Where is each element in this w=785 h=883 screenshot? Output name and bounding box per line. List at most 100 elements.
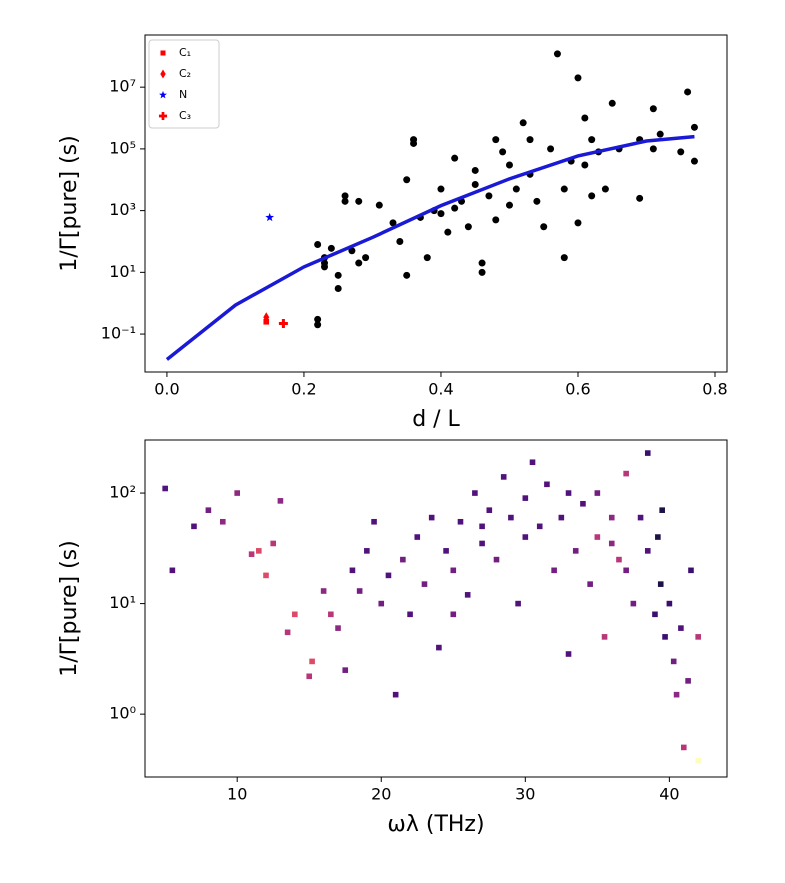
point: [479, 523, 485, 530]
point: [690, 123, 698, 131]
point: [472, 490, 478, 496]
point: [695, 757, 701, 764]
point: [327, 244, 335, 252]
point: [342, 667, 349, 673]
point: [464, 592, 471, 598]
y-axis-label: 1/Γ[pure] (s): [57, 540, 82, 676]
point: [191, 523, 197, 530]
point: [309, 658, 315, 665]
point: [644, 450, 651, 456]
point: [478, 259, 486, 267]
point: [493, 556, 500, 563]
point: [655, 534, 661, 540]
point: [551, 567, 557, 574]
point: [662, 634, 668, 640]
legend-label: C₂: [179, 67, 191, 80]
x-tick-label: 10: [227, 785, 247, 804]
point: [656, 130, 664, 138]
point: [553, 50, 561, 58]
point: [574, 74, 582, 82]
point: [364, 548, 370, 554]
point: [616, 556, 622, 563]
point: [677, 148, 685, 156]
point: [560, 254, 568, 262]
axes-frame: [144, 439, 728, 778]
point: [396, 237, 404, 245]
point: [479, 540, 485, 547]
point: [680, 744, 687, 751]
point: [341, 197, 349, 205]
point: [320, 588, 327, 594]
point: [522, 495, 529, 501]
point: [234, 490, 240, 496]
fit-line: [165, 134, 695, 361]
point: [471, 181, 479, 189]
x-tick-label: 20: [371, 785, 391, 804]
point: [601, 185, 609, 193]
point: [314, 315, 322, 323]
point: [392, 691, 399, 698]
point: [478, 268, 486, 276]
y-tick-label: 10⁰: [109, 704, 136, 723]
plot-area: [162, 450, 701, 764]
point: [263, 572, 269, 579]
point: [649, 145, 657, 153]
y-tick-label: 10¹: [109, 593, 136, 612]
point: [162, 485, 168, 492]
point: [410, 139, 418, 147]
point: [355, 259, 363, 267]
point: [414, 534, 421, 540]
point: [560, 185, 568, 193]
point: [695, 634, 701, 640]
x-tick-label: 0.6: [565, 380, 590, 399]
point: [437, 210, 445, 218]
point: [219, 518, 226, 525]
y-tick-label: 10⁷: [109, 77, 136, 96]
point: [492, 216, 500, 224]
point: [540, 223, 548, 231]
point: [581, 161, 589, 169]
y-tick-label: 10⁵: [109, 138, 136, 157]
y-tick-label: 10⁻¹: [101, 324, 136, 343]
legend-marker: [158, 111, 168, 121]
point: [574, 219, 582, 227]
point: [486, 507, 493, 513]
point: [644, 548, 651, 554]
point: [265, 212, 275, 222]
y-tick-label: 10²: [109, 483, 136, 502]
point: [594, 534, 601, 540]
point: [277, 498, 284, 504]
point: [685, 678, 691, 684]
point: [334, 271, 342, 279]
point: [334, 284, 342, 292]
x-tick-label: 40: [659, 785, 679, 804]
point: [499, 148, 507, 156]
point: [328, 611, 334, 618]
point: [630, 600, 637, 607]
point: [652, 611, 658, 618]
point: [637, 514, 644, 521]
point: [594, 490, 601, 496]
point: [519, 119, 527, 127]
legend-label: C₁: [179, 46, 191, 59]
plot-area: [165, 50, 698, 361]
point: [471, 166, 479, 174]
point: [536, 523, 543, 530]
point: [529, 459, 536, 466]
point: [601, 634, 608, 640]
legend-marker: [160, 50, 166, 56]
x-tick-label: 0.0: [154, 380, 179, 399]
point: [335, 625, 341, 631]
point: [341, 192, 349, 200]
point: [205, 507, 212, 513]
point: [389, 219, 397, 227]
point: [558, 514, 565, 521]
point: [526, 136, 534, 144]
point: [572, 548, 579, 554]
point: [565, 490, 572, 496]
axes-frame: [144, 34, 728, 373]
point: [443, 548, 449, 554]
point: [485, 192, 493, 200]
point: [314, 321, 322, 329]
point: [688, 567, 694, 574]
